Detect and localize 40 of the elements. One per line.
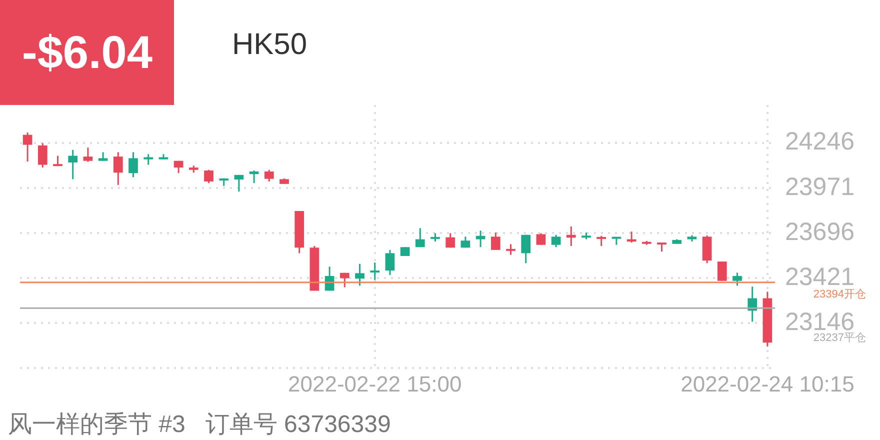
candlestick <box>340 272 350 288</box>
candlestick <box>83 146 93 163</box>
chart-title: -$6.04 <box>0 0 174 105</box>
candlestick <box>249 170 259 184</box>
chart-subtitle: HK50 <box>232 28 308 62</box>
y-tick-label: 23696 <box>785 218 855 246</box>
candlestick <box>717 260 727 282</box>
candlestick <box>128 151 138 178</box>
candlestick <box>415 227 425 248</box>
candlestick <box>446 232 456 248</box>
candlestick <box>506 243 516 256</box>
candlestick <box>732 272 742 286</box>
candlestick <box>536 232 546 246</box>
candlestick <box>596 235 606 247</box>
candlestick <box>38 142 48 168</box>
candlestick <box>113 151 123 186</box>
candlestick <box>355 263 364 286</box>
candlestick <box>234 174 244 192</box>
candlestick <box>748 286 758 322</box>
candlestick <box>657 242 666 252</box>
candlestick <box>490 232 500 251</box>
candlestick <box>521 234 531 264</box>
x-tick-label: 2022-02-24 10:15 <box>680 371 854 396</box>
candlestick <box>204 169 214 184</box>
candlestick <box>385 249 395 276</box>
candlestick <box>476 230 486 248</box>
candlestick <box>22 132 32 162</box>
candlestick <box>702 234 712 264</box>
text: 风一样的季节 #3 订单号 63736339 <box>8 410 391 440</box>
candlestick <box>68 149 78 180</box>
candlestick <box>370 262 380 281</box>
candlestick <box>264 169 274 182</box>
candlestick <box>551 234 561 248</box>
y-tick-label: 23971 <box>785 172 855 201</box>
candlestick <box>174 160 184 174</box>
candlestick <box>144 153 154 166</box>
candlestick <box>566 226 576 247</box>
y-tick-label: 24246 <box>785 128 855 156</box>
x-tick-label: 2022-02-22 15:00 <box>288 371 462 396</box>
ref-line-label: 23394开仓 <box>813 288 866 300</box>
